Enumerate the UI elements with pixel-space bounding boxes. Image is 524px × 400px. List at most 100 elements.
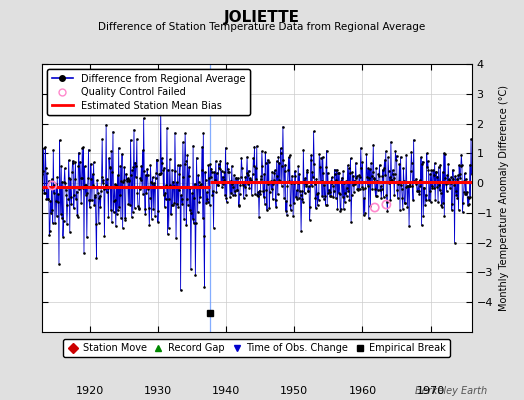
Point xyxy=(452,192,461,198)
Point xyxy=(79,185,87,191)
Point xyxy=(318,193,326,199)
Point xyxy=(55,260,63,267)
Point xyxy=(187,210,195,216)
Point xyxy=(355,172,363,179)
Point xyxy=(341,198,349,205)
Point xyxy=(286,152,294,158)
Point xyxy=(300,190,309,196)
Point xyxy=(128,167,136,174)
Point xyxy=(299,198,307,205)
Point xyxy=(124,175,132,182)
Point xyxy=(264,180,272,187)
Point xyxy=(428,183,436,189)
Point xyxy=(70,205,78,212)
Point xyxy=(398,186,406,192)
Point xyxy=(185,164,193,170)
Point xyxy=(42,196,51,202)
Point xyxy=(284,167,292,173)
Point xyxy=(227,163,236,169)
Point xyxy=(429,172,438,178)
Point xyxy=(94,220,103,226)
Y-axis label: Monthly Temperature Anomaly Difference (°C): Monthly Temperature Anomaly Difference (… xyxy=(498,85,508,311)
Point xyxy=(118,151,126,157)
Point xyxy=(226,178,235,184)
Point xyxy=(465,195,474,201)
Point xyxy=(38,171,46,178)
Point xyxy=(360,195,368,202)
Point xyxy=(244,180,252,187)
Point xyxy=(213,170,221,176)
Point xyxy=(130,126,138,133)
Point xyxy=(139,190,147,197)
Point xyxy=(269,181,277,188)
Point xyxy=(432,169,441,176)
Point xyxy=(383,199,391,206)
Point xyxy=(100,186,108,192)
Point xyxy=(385,180,394,186)
Point xyxy=(339,194,347,200)
Point xyxy=(331,170,340,177)
Point xyxy=(362,178,370,185)
Point xyxy=(301,180,310,187)
Point xyxy=(44,196,52,202)
Point xyxy=(389,171,397,177)
Point xyxy=(113,172,122,178)
Point xyxy=(321,201,330,208)
Point xyxy=(375,162,384,168)
Point xyxy=(265,205,274,211)
Point xyxy=(441,151,449,157)
Point xyxy=(386,174,394,180)
Point xyxy=(307,152,315,158)
Point xyxy=(112,223,120,230)
Point xyxy=(415,190,423,197)
Point xyxy=(49,147,58,153)
Point xyxy=(171,130,179,136)
Point xyxy=(222,195,230,202)
Point xyxy=(380,156,389,163)
Point xyxy=(399,206,407,212)
Point xyxy=(455,162,463,168)
Point xyxy=(86,196,94,203)
Point xyxy=(144,186,152,192)
Point xyxy=(325,187,333,193)
Point xyxy=(62,192,71,198)
Point xyxy=(453,176,461,182)
Point xyxy=(351,177,359,184)
Point xyxy=(151,213,159,219)
Point xyxy=(134,203,142,209)
Point xyxy=(336,208,344,215)
Point xyxy=(463,202,472,208)
Point xyxy=(207,166,215,172)
Point xyxy=(325,188,334,195)
Point xyxy=(293,196,301,202)
Point xyxy=(105,155,113,161)
Point xyxy=(371,186,379,193)
Point xyxy=(146,162,155,168)
Point xyxy=(143,166,151,172)
Point xyxy=(363,173,371,180)
Point xyxy=(90,202,99,208)
Point xyxy=(231,188,239,194)
Point xyxy=(199,215,207,222)
Point xyxy=(116,163,125,170)
Point xyxy=(221,144,230,151)
Point xyxy=(424,167,433,173)
Point xyxy=(465,201,473,207)
Point xyxy=(261,149,269,155)
Point xyxy=(349,173,357,179)
Text: Berkeley Earth: Berkeley Earth xyxy=(415,386,487,396)
Point xyxy=(446,180,455,186)
Point xyxy=(193,209,202,215)
Point xyxy=(271,167,279,174)
Point xyxy=(450,182,458,188)
Point xyxy=(270,177,278,183)
Point xyxy=(353,186,362,192)
Point xyxy=(161,190,169,196)
Point xyxy=(220,169,228,175)
Point xyxy=(296,188,304,194)
Point xyxy=(332,195,340,201)
Point xyxy=(137,177,145,183)
Point xyxy=(101,182,110,189)
Point xyxy=(258,148,266,154)
Point xyxy=(126,136,135,143)
